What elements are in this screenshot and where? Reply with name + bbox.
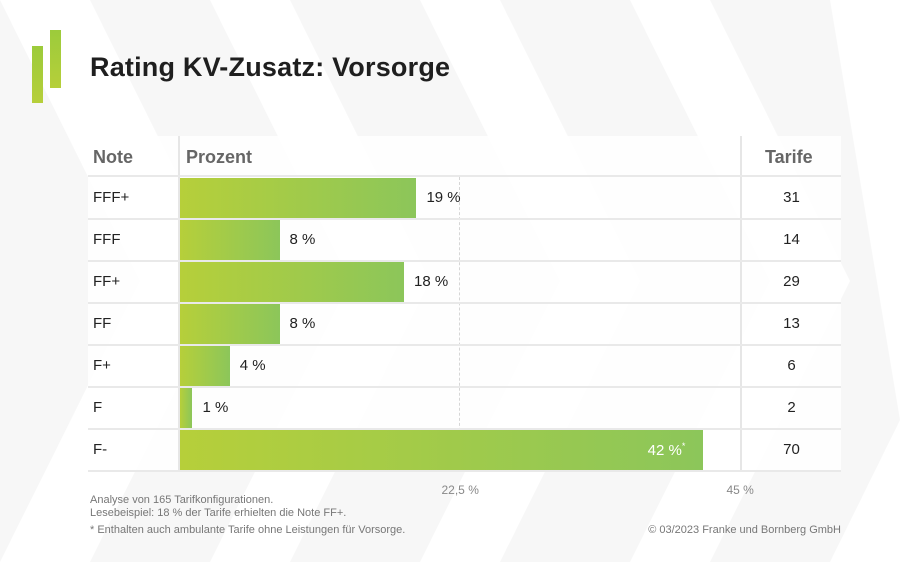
tarife-count: 13 (783, 315, 800, 332)
rating-label: F (93, 399, 103, 416)
footnote-asterisk: * Enthalten auch ambulante Tarife ohne L… (90, 524, 406, 536)
row-divider (88, 302, 841, 304)
gridline-22-5 (459, 177, 460, 471)
bar-value-label: 42 %* (647, 441, 686, 459)
footnote-example: Lesebeispiel: 18 % der Tarife erhielten … (90, 507, 347, 519)
logo-bar-right (50, 30, 61, 88)
x-tick-label: 22,5 % (441, 483, 479, 497)
rating-label: F+ (93, 357, 111, 374)
chart-title: Rating KV-Zusatz: Vorsorge (90, 52, 451, 82)
bar (180, 262, 404, 302)
footnote-analysis: Analyse von 165 Tarifkonfigurationen. (90, 494, 274, 506)
x-tick-label: 45 % (726, 483, 754, 497)
header-note: Note (93, 147, 133, 167)
bar-value-label: 1 % (202, 399, 229, 416)
header-prozent: Prozent (186, 147, 253, 167)
tarife-count: 31 (783, 189, 800, 206)
tarife-count: 14 (783, 231, 800, 248)
tarife-count: 6 (787, 357, 796, 374)
bar (180, 430, 703, 470)
column-divider-left (178, 136, 180, 472)
tarife-count: 70 (783, 441, 800, 458)
logo-bar-left (32, 46, 43, 103)
rating-label: FF (93, 315, 112, 332)
bar (180, 304, 280, 344)
column-divider-right (740, 136, 742, 472)
bar (180, 388, 193, 428)
tarife-count: 2 (787, 399, 796, 416)
row-divider (88, 175, 841, 177)
header-tarife: Tarife (765, 147, 813, 167)
row-divider (88, 344, 841, 346)
row-divider (88, 260, 841, 262)
bar-value-label: 18 % (414, 273, 449, 290)
row-divider (88, 218, 841, 220)
rating-label: FF+ (93, 273, 121, 290)
bar (180, 346, 230, 386)
bar (180, 220, 280, 260)
bar (180, 178, 417, 218)
rating-label: FFF+ (93, 189, 130, 206)
bar-value-label: 8 % (289, 231, 316, 248)
bar-value-label: 4 % (239, 357, 266, 374)
tarife-count: 29 (783, 273, 800, 290)
bar-value-label: 8 % (289, 315, 316, 332)
rating-label: FFF (93, 231, 121, 248)
row-divider (88, 386, 841, 388)
rating-label: F- (93, 441, 108, 458)
footnote-marker: * (681, 441, 686, 451)
copyright: © 03/2023 Franke und Bornberg GmbH (648, 524, 841, 536)
row-divider (88, 428, 841, 430)
bar-value-label: 19 % (426, 189, 461, 206)
row-divider (88, 470, 841, 472)
